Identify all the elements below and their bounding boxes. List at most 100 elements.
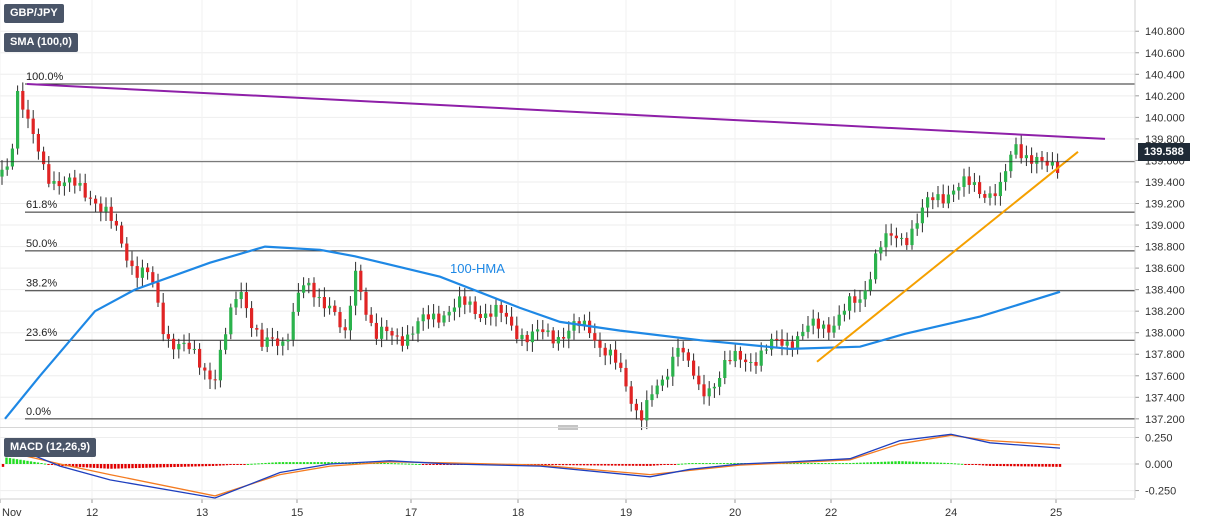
- candle-body: [707, 388, 711, 397]
- macd-histogram-bar: [295, 462, 299, 464]
- candle-body: [536, 329, 540, 332]
- macd-histogram-bar: [712, 463, 715, 465]
- price-tick-label: 137.800: [1145, 349, 1185, 361]
- macd-histogram-bar: [1034, 464, 1037, 467]
- macd-badge[interactable]: MACD (12,26,9): [4, 438, 97, 457]
- candle-body: [312, 282, 316, 298]
- macd-histogram-bar: [383, 462, 386, 464]
- macd-histogram-bar: [561, 464, 565, 466]
- macd-histogram-bar: [134, 464, 138, 469]
- macd-histogram-bar: [663, 464, 666, 465]
- macd-histogram-bar: [946, 462, 950, 464]
- macd-histogram-bar: [106, 464, 110, 469]
- y-axis: 140.800 140.600 140.400 140.200 140.000 139.8…: [1135, 26, 1185, 498]
- macd-histogram-bar: [75, 464, 78, 467]
- macd-histogram-bar: [194, 464, 197, 467]
- price-tick-label: 139.000: [1145, 220, 1185, 232]
- symbol-badge[interactable]: GBP/JPY: [4, 4, 64, 23]
- macd-histogram-bar: [330, 462, 334, 464]
- candle-body: [733, 350, 737, 362]
- resistance-line: [26, 82, 1106, 140]
- macd-histogram-bar: [180, 464, 183, 467]
- macd-histogram-bar: [628, 464, 631, 466]
- macd-histogram-bar: [617, 464, 621, 466]
- candle-body: [822, 324, 826, 329]
- macd-histogram-bar: [236, 464, 239, 465]
- candle-body: [213, 379, 217, 381]
- price-tick-label: 138.600: [1145, 263, 1185, 275]
- macd-histogram-bar: [929, 462, 932, 464]
- macd-histogram-bar: [264, 462, 267, 464]
- candle-body: [884, 233, 888, 248]
- price-tick-label: 137.600: [1145, 371, 1185, 383]
- macd-histogram-bar: [806, 463, 810, 465]
- macd-histogram-bar: [222, 464, 225, 466]
- macd-histogram-bar: [558, 464, 561, 466]
- candle-body: [1050, 161, 1054, 166]
- candle-body: [593, 333, 597, 341]
- macd-histogram-bar: [670, 464, 673, 465]
- candle-body: [894, 235, 898, 239]
- candle-body: [790, 341, 794, 349]
- candle-body: [489, 313, 493, 317]
- macd-histogram-bar: [596, 464, 600, 466]
- candle-body: [738, 350, 742, 360]
- macd-histogram-bar: [131, 464, 134, 469]
- candle-body: [952, 190, 956, 195]
- candle-body: [499, 304, 503, 313]
- macd-histogram-bar: [726, 463, 729, 465]
- indicator-badge[interactable]: SMA (100,0): [4, 33, 78, 52]
- macd-histogram-bar: [589, 464, 593, 466]
- macd-histogram-bar: [320, 462, 323, 464]
- macd-histogram-bar: [656, 464, 659, 466]
- candle-body: [972, 182, 976, 185]
- candle-body: [608, 349, 612, 356]
- macd-histogram-bar: [708, 463, 712, 465]
- candle-body: [172, 338, 176, 350]
- support-line: [816, 151, 1079, 363]
- macd-histogram-bar: [939, 462, 943, 464]
- x-tick-label: 15: [291, 507, 303, 519]
- panel-resize-handle[interactable]: [558, 425, 578, 430]
- macd-histogram-bar: [218, 464, 222, 466]
- candle-body: [52, 181, 56, 184]
- candle-body: [780, 339, 784, 346]
- candle-body: [328, 305, 332, 309]
- macd-histogram-bar: [953, 463, 957, 465]
- macd-histogram-bar: [971, 464, 974, 465]
- candle-body: [1035, 156, 1039, 164]
- candle-body: [276, 338, 280, 346]
- candle-body: [5, 166, 9, 170]
- macd-histogram-bar: [288, 462, 292, 464]
- macd-histogram-bar: [911, 461, 915, 464]
- macd-histogram-bar: [428, 464, 432, 465]
- price-tick-label: 137.400: [1145, 392, 1185, 404]
- macd-histogram-bar: [673, 464, 677, 465]
- candle-body: [551, 330, 555, 344]
- macd-histogram-bar: [831, 463, 834, 465]
- fib-level-label: 23.6%: [26, 327, 57, 339]
- candle-body: [395, 335, 399, 337]
- macd-histogram-bar: [299, 462, 302, 464]
- macd-histogram-bar: [638, 464, 642, 466]
- candle-body: [468, 301, 472, 305]
- macd-histogram-bar: [862, 462, 866, 464]
- macd-histogram-bar: [964, 464, 967, 465]
- candle-body: [749, 362, 753, 364]
- macd-histogram-bar: [120, 464, 124, 469]
- candle-body: [421, 314, 425, 322]
- macd-histogram-bar: [271, 462, 274, 464]
- candle-body: [863, 290, 867, 300]
- candle-body: [473, 301, 477, 314]
- candle-body: [322, 297, 326, 309]
- candle-body: [712, 386, 716, 389]
- candle-body: [354, 270, 358, 306]
- macd-histogram-bar: [1055, 464, 1058, 467]
- x-tick-label: 20: [729, 507, 741, 519]
- macd-histogram-bar: [869, 462, 873, 464]
- macd-histogram-bar: [1048, 464, 1051, 467]
- macd-histogram-bar: [197, 464, 201, 467]
- x-tick-label: 24: [945, 507, 957, 519]
- macd-tick-label: -0.250: [1145, 486, 1176, 498]
- candle-body: [36, 133, 40, 152]
